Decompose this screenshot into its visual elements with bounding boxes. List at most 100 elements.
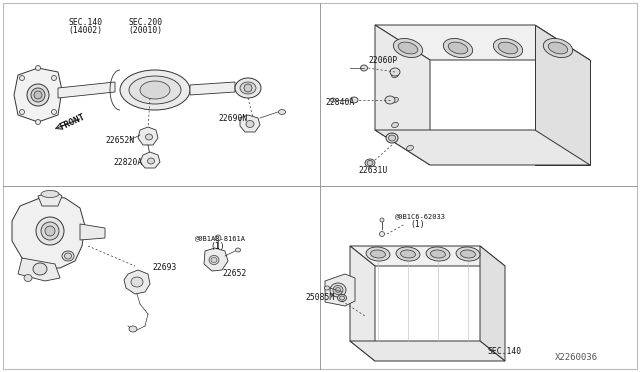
Text: 25085M: 25085M <box>305 294 334 302</box>
Polygon shape <box>138 127 158 145</box>
Ellipse shape <box>396 247 420 261</box>
Polygon shape <box>375 25 590 60</box>
Polygon shape <box>480 246 505 361</box>
Ellipse shape <box>388 135 396 141</box>
Ellipse shape <box>45 226 55 236</box>
Ellipse shape <box>493 38 523 58</box>
Ellipse shape <box>543 38 573 58</box>
Text: SEC.140: SEC.140 <box>488 346 522 356</box>
Ellipse shape <box>131 277 143 287</box>
Ellipse shape <box>235 78 261 98</box>
Text: 22820A: 22820A <box>113 157 142 167</box>
Ellipse shape <box>398 42 418 54</box>
Polygon shape <box>375 130 590 165</box>
Ellipse shape <box>240 82 256 94</box>
Polygon shape <box>350 246 375 361</box>
Polygon shape <box>325 274 355 306</box>
Polygon shape <box>80 224 105 240</box>
Ellipse shape <box>444 38 473 58</box>
Ellipse shape <box>386 133 398 143</box>
Ellipse shape <box>147 158 154 164</box>
Ellipse shape <box>236 248 241 252</box>
Ellipse shape <box>211 257 217 263</box>
Ellipse shape <box>65 253 72 259</box>
Ellipse shape <box>129 76 181 104</box>
Text: @0B1A8-8161A: @0B1A8-8161A <box>195 235 246 241</box>
Ellipse shape <box>350 97 358 103</box>
Text: X2260036: X2260036 <box>555 353 598 362</box>
Text: 22690N: 22690N <box>218 113 247 122</box>
Ellipse shape <box>35 119 40 125</box>
Ellipse shape <box>209 256 219 264</box>
Text: 22693: 22693 <box>152 263 177 273</box>
Text: SEC.200: SEC.200 <box>128 17 162 26</box>
Ellipse shape <box>24 275 32 282</box>
Ellipse shape <box>19 76 24 80</box>
Ellipse shape <box>41 190 59 198</box>
Polygon shape <box>38 191 62 206</box>
Ellipse shape <box>333 285 343 295</box>
Ellipse shape <box>431 250 445 258</box>
Text: 22060P: 22060P <box>368 55 397 64</box>
Ellipse shape <box>401 250 415 258</box>
Ellipse shape <box>145 134 152 140</box>
Ellipse shape <box>33 263 47 275</box>
Polygon shape <box>240 115 260 132</box>
Ellipse shape <box>330 98 335 102</box>
Ellipse shape <box>330 283 346 297</box>
Ellipse shape <box>392 73 398 78</box>
Ellipse shape <box>324 286 330 290</box>
Polygon shape <box>204 248 228 271</box>
Text: (14002): (14002) <box>68 26 102 35</box>
Ellipse shape <box>461 250 476 258</box>
Polygon shape <box>350 246 505 266</box>
Ellipse shape <box>335 288 340 292</box>
Ellipse shape <box>380 231 385 237</box>
Ellipse shape <box>244 84 252 92</box>
Ellipse shape <box>278 109 285 115</box>
Polygon shape <box>140 152 160 168</box>
Text: 22840A: 22840A <box>325 97 355 106</box>
Ellipse shape <box>41 222 59 240</box>
Ellipse shape <box>31 88 45 102</box>
Ellipse shape <box>366 247 390 261</box>
Polygon shape <box>375 25 430 165</box>
Polygon shape <box>58 82 115 98</box>
Ellipse shape <box>129 326 137 332</box>
Polygon shape <box>12 196 85 268</box>
Text: 22652: 22652 <box>222 269 246 279</box>
Polygon shape <box>350 341 505 361</box>
Text: (1): (1) <box>210 241 225 250</box>
Text: SEC.140: SEC.140 <box>68 17 102 26</box>
Ellipse shape <box>215 235 221 241</box>
Ellipse shape <box>51 109 56 115</box>
Text: 22652N: 22652N <box>105 135 134 144</box>
Ellipse shape <box>27 84 49 106</box>
Ellipse shape <box>426 247 450 261</box>
Ellipse shape <box>140 81 170 99</box>
Ellipse shape <box>34 91 42 99</box>
Text: 22631U: 22631U <box>358 166 387 174</box>
Ellipse shape <box>35 65 40 71</box>
Text: (1): (1) <box>410 219 424 228</box>
Text: FRONT: FRONT <box>58 112 86 132</box>
Polygon shape <box>190 82 235 95</box>
Ellipse shape <box>392 122 398 128</box>
Ellipse shape <box>36 217 64 245</box>
Ellipse shape <box>246 121 254 128</box>
Ellipse shape <box>360 65 367 71</box>
Ellipse shape <box>548 42 568 54</box>
Ellipse shape <box>498 42 518 54</box>
Ellipse shape <box>371 250 385 258</box>
Ellipse shape <box>456 247 480 261</box>
Polygon shape <box>18 258 60 281</box>
Ellipse shape <box>367 160 373 166</box>
Ellipse shape <box>448 42 468 54</box>
Ellipse shape <box>394 38 422 58</box>
Text: @0B1C6-62033: @0B1C6-62033 <box>395 213 446 219</box>
Ellipse shape <box>365 159 375 167</box>
Polygon shape <box>535 25 590 165</box>
Ellipse shape <box>339 296 344 300</box>
Polygon shape <box>14 68 62 122</box>
Ellipse shape <box>51 76 56 80</box>
